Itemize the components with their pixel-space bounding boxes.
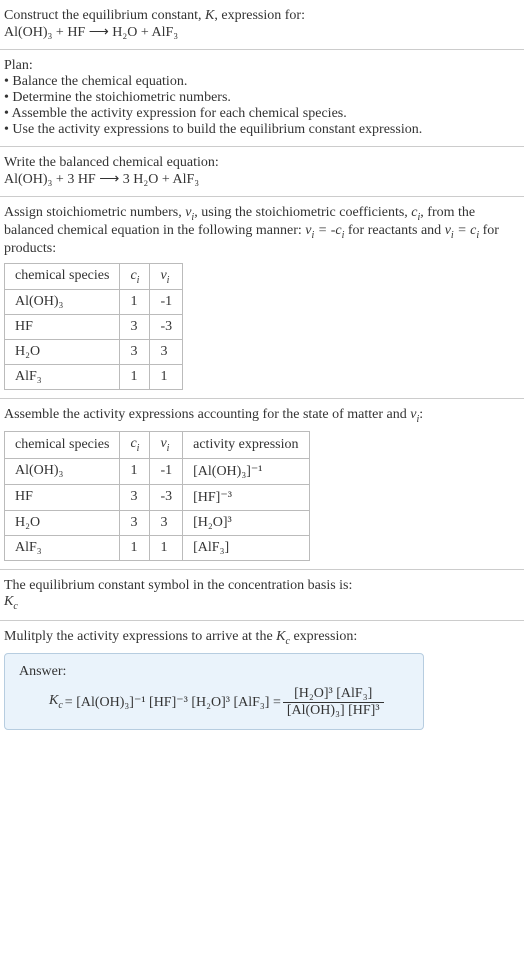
cell: 1 (120, 535, 150, 560)
cell: 3 (120, 340, 150, 365)
balanced-section: Write the balanced chemical equation: Al… (0, 146, 524, 196)
final-section: Mulitply the activity expressions to arr… (0, 620, 524, 738)
activity-table: chemical species ci νi activity expressi… (4, 431, 310, 561)
cell: 3 (120, 315, 150, 340)
fraction-num: [H₂O]³ [AlF₃] (283, 686, 384, 703)
plan-section: Plan: • Balance the chemical equation. •… (0, 49, 524, 146)
cell: HF (5, 315, 120, 340)
nu-symbol: νi (185, 205, 194, 220)
col-vi: νi (150, 263, 183, 290)
plan-item-1: • Determine the stoichiometric numbers. (4, 90, 520, 106)
table-row: HF3-3[HF]⁻³ (5, 484, 310, 510)
final-title-b: expression: (290, 629, 357, 644)
cell: AlF₃ (5, 365, 120, 390)
table-row: Al(OH)₃1-1 (5, 290, 183, 315)
table-header-row: chemical species ci νi activity expressi… (5, 432, 310, 459)
activity-section: Assemble the activity expressions accoun… (0, 398, 524, 569)
activity-title-b: : (419, 407, 423, 422)
col-vi: νi (150, 432, 183, 459)
cell: Al(OH)₃ (5, 290, 120, 315)
cell: 1 (120, 365, 150, 390)
header-reaction: Al(OH)₃ + HF ⟶ H₂O + AlF₃ (4, 24, 520, 41)
plan-item-3: • Use the activity expressions to build … (4, 122, 520, 138)
plan-title: Plan: (4, 58, 520, 74)
col-ci: ci (120, 432, 150, 459)
stoich-section: Assign stoichiometric numbers, νi, using… (0, 196, 524, 398)
stoich-intro-b: , using the stoichiometric coefficients, (194, 205, 411, 220)
final-title-a: Mulitply the activity expressions to arr… (4, 629, 276, 644)
col-species: chemical species (5, 432, 120, 459)
header-line1: Construct the equilibrium constant, K, e… (4, 8, 520, 24)
answer-box: Answer: Kc = [Al(OH)₃]⁻¹ [HF]⁻³ [H₂O]³ [… (4, 653, 424, 730)
cell: HF (5, 484, 120, 510)
stoich-intro-d: for reactants and (344, 223, 444, 238)
kc-symbol: Kc (276, 629, 290, 644)
nu-eq-c: νi = ci (445, 223, 479, 238)
eq-sign: = [Al(OH)₃]⁻¹ [HF]⁻³ [H₂O]³ [AlF₃] = (65, 694, 281, 711)
answer-label: Answer: (19, 664, 409, 680)
cell: -1 (150, 290, 183, 315)
cell: 1 (150, 365, 183, 390)
cell: 1 (120, 290, 150, 315)
col-activity: activity expression (183, 432, 309, 459)
k-symbol: K (205, 8, 214, 23)
cell: 3 (150, 510, 183, 535)
table-row: AlF₃11 (5, 365, 183, 390)
cell: [H₂O]³ (183, 510, 309, 535)
nu-symbol-2: νi (410, 407, 419, 422)
cell: 3 (120, 510, 150, 535)
cell: [AlF₃] (183, 535, 309, 560)
header-section: Construct the equilibrium constant, K, e… (0, 0, 524, 49)
stoich-intro: Assign stoichiometric numbers, νi, using… (4, 205, 520, 257)
stoich-table: chemical species ci νi Al(OH)₃1-1 HF3-3 … (4, 263, 183, 391)
cell: 1 (120, 458, 150, 484)
header-text-b: , expression for: (214, 8, 305, 23)
cell: 3 (120, 484, 150, 510)
plan-item-0: • Balance the chemical equation. (4, 74, 520, 90)
nu-eq-neg-c: νi = -ci (305, 223, 344, 238)
plan-item-2: • Assemble the activity expression for e… (4, 106, 520, 122)
activity-title: Assemble the activity expressions accoun… (4, 407, 520, 425)
table-row: HF3-3 (5, 315, 183, 340)
table-header-row: chemical species ci νi (5, 263, 183, 290)
cell: 3 (150, 340, 183, 365)
table-row: H₂O33[H₂O]³ (5, 510, 310, 535)
cell: -3 (150, 315, 183, 340)
symbol-line1: The equilibrium constant symbol in the c… (4, 578, 520, 594)
cell: -1 (150, 458, 183, 484)
answer-equation: Kc = [Al(OH)₃]⁻¹ [HF]⁻³ [H₂O]³ [AlF₃] = … (19, 686, 409, 719)
final-title: Mulitply the activity expressions to arr… (4, 629, 520, 647)
cell: 1 (150, 535, 183, 560)
cell: Al(OH)₃ (5, 458, 120, 484)
balanced-title: Write the balanced chemical equation: (4, 155, 520, 171)
activity-title-a: Assemble the activity expressions accoun… (4, 407, 410, 422)
fraction-den: [Al(OH)₃] [HF]³ (283, 703, 384, 719)
cell: -3 (150, 484, 183, 510)
table-row: AlF₃11[AlF₃] (5, 535, 310, 560)
col-ci: ci (120, 263, 150, 290)
col-species: chemical species (5, 263, 120, 290)
cell: [Al(OH)₃]⁻¹ (183, 458, 309, 484)
kc-lhs: Kc (49, 693, 63, 711)
fraction: [H₂O]³ [AlF₃] [Al(OH)₃] [HF]³ (283, 686, 384, 719)
c-symbol: ci (411, 205, 420, 220)
symbol-section: The equilibrium constant symbol in the c… (0, 569, 524, 620)
cell: H₂O (5, 340, 120, 365)
symbol-kc: Kc (4, 594, 520, 612)
table-row: Al(OH)₃1-1[Al(OH)₃]⁻¹ (5, 458, 310, 484)
cell: H₂O (5, 510, 120, 535)
cell: AlF₃ (5, 535, 120, 560)
header-text-a: Construct the equilibrium constant, (4, 8, 205, 23)
balanced-equation: Al(OH)₃ + 3 HF ⟶ 3 H₂O + AlF₃ (4, 171, 520, 188)
stoich-intro-a: Assign stoichiometric numbers, (4, 205, 185, 220)
cell: [HF]⁻³ (183, 484, 309, 510)
table-row: H₂O33 (5, 340, 183, 365)
